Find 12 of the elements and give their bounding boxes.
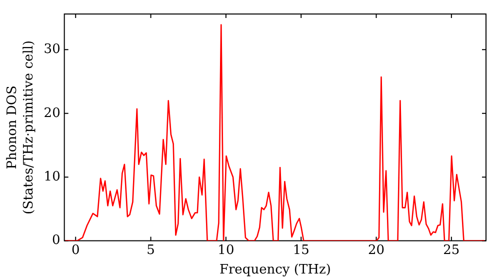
x-tick-label: 20 [368,242,385,258]
x-tick-label: 5 [146,242,155,258]
y-tick-label: 10 [44,169,60,184]
y-axis-title: Phonon DOS (States/THz·primitive cell) [4,40,37,214]
x-tick-label: 15 [292,242,310,258]
y-tick-label: 0 [52,233,60,248]
y-tick-label: 20 [44,106,60,121]
x-axis-title: Frequency (THz) [219,262,331,278]
y-tick-label: 30 [44,42,60,58]
x-tick-label: 10 [218,242,234,258]
x-tick-label: 25 [443,242,460,258]
x-tick-label: 0 [71,242,80,258]
